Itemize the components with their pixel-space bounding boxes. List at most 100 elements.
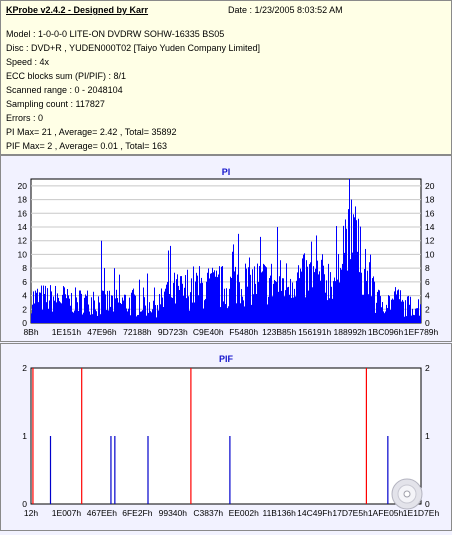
pi-bar	[147, 273, 148, 323]
pi-bar	[277, 227, 278, 323]
pi-bar	[415, 308, 416, 323]
y-tick-label-left: 2	[22, 304, 27, 314]
x-tick-label: C9E40h	[193, 327, 224, 337]
pi-bar	[150, 311, 151, 323]
pi-bar	[76, 297, 77, 323]
pi-bar	[317, 260, 318, 323]
pi-bar	[410, 296, 411, 323]
pi-bar	[101, 240, 102, 323]
pi-bar	[172, 297, 173, 323]
pi-bar	[91, 297, 92, 323]
pi-bar	[372, 278, 373, 323]
pi-bar	[186, 298, 187, 323]
pi-bar	[300, 268, 301, 323]
y-tick-label-right: 14	[425, 222, 435, 232]
pi-bar	[409, 304, 410, 323]
pi-bar	[45, 285, 46, 323]
pi-bar	[162, 297, 163, 323]
pi-bar	[239, 282, 240, 323]
x-tick-label: 8Bh	[23, 327, 38, 337]
pi-bar	[176, 279, 177, 323]
pi-bar	[191, 278, 192, 323]
pi-bar	[158, 310, 159, 323]
model-line: Model : 1-0-0-0 LITE-ON DVDRW SOHW-16335…	[6, 29, 225, 39]
pi-bar	[125, 294, 126, 323]
pi-bar	[349, 179, 350, 323]
pi-bar	[278, 291, 279, 323]
pi-bar	[179, 289, 180, 323]
x-tick-label: 467EEh	[87, 508, 118, 518]
pi-bar	[314, 272, 315, 323]
pi-chart: 0 0 2 2 4 4 6 6 8 8 10 10 12 12 14 14 16 16 18 18 20 20 8Bh 1E1…	[18, 178, 439, 337]
pi-bar	[233, 244, 234, 323]
pi-bar	[406, 316, 407, 323]
pi-bar	[270, 275, 271, 323]
pi-bar	[272, 296, 273, 323]
pi-bar	[298, 265, 299, 323]
pi-bar	[246, 268, 247, 323]
y-tick-label-right: 18	[425, 195, 435, 205]
pi-bar	[209, 278, 210, 323]
pi-bar	[321, 259, 322, 323]
pi-bar	[320, 280, 321, 323]
pi-bar	[378, 289, 379, 323]
pi-bar	[360, 226, 361, 323]
pi-bar	[397, 290, 398, 323]
pi-bar	[33, 291, 34, 323]
pi-bar	[69, 298, 70, 323]
pi-bar	[249, 257, 250, 323]
pi-bar	[118, 302, 119, 323]
pi-bar	[393, 299, 394, 323]
pi-bar	[55, 285, 56, 323]
y-tick-label-left: 8	[22, 263, 27, 273]
x-tick-label: 99340h	[159, 508, 188, 518]
pi-bar	[292, 282, 293, 323]
pi-bar	[258, 281, 259, 323]
pi-bar	[283, 278, 284, 323]
pi-bar	[330, 272, 331, 323]
pi-bar	[289, 294, 290, 323]
pi-chart-title: PI	[221, 167, 231, 177]
pi-bar	[146, 315, 147, 323]
pi-bar	[310, 262, 311, 323]
pi-bar	[53, 296, 54, 323]
pi-bar	[208, 268, 209, 323]
pi-bar	[66, 298, 67, 323]
pi-bar	[325, 292, 326, 323]
x-tick-label: 72188h	[123, 327, 152, 337]
pi-bar	[237, 274, 238, 323]
pi-bar	[148, 312, 149, 323]
pi-bar	[376, 302, 377, 323]
pi-bar	[70, 305, 71, 323]
pi-bar	[356, 220, 357, 323]
pi-bar	[420, 304, 421, 323]
pi-bar	[116, 289, 117, 323]
pi-bar	[59, 301, 60, 323]
pi-bar	[404, 316, 405, 323]
pi-bar	[95, 309, 96, 323]
pi-bar	[297, 272, 298, 323]
pi-bar	[143, 287, 144, 323]
y-tick-label-right: 2	[425, 304, 430, 314]
pi-bar	[383, 311, 384, 323]
pi-bar	[169, 294, 170, 323]
pi-bar	[350, 259, 351, 323]
pi-bar	[62, 294, 63, 323]
pi-bar	[370, 254, 371, 323]
pi-bar	[290, 278, 291, 323]
pi-bar	[136, 316, 137, 323]
pi-bar	[419, 315, 420, 323]
y-tick-label-left: 16	[18, 208, 28, 218]
x-tick-label: 11B136h	[262, 508, 296, 518]
pi-bar	[342, 263, 343, 323]
pi-bar	[250, 274, 251, 323]
pi-bar	[366, 280, 367, 323]
pi-bar	[322, 254, 323, 323]
pi-bar	[414, 315, 415, 323]
pi-bar	[178, 285, 179, 323]
pi-bar	[154, 287, 155, 323]
x-tick-label: 12h	[24, 508, 38, 518]
pi-bar	[73, 312, 74, 323]
app-title: KProbe v2.4.2 - Designed by Karr	[6, 5, 149, 15]
x-tick-label: C3837h	[193, 508, 223, 518]
